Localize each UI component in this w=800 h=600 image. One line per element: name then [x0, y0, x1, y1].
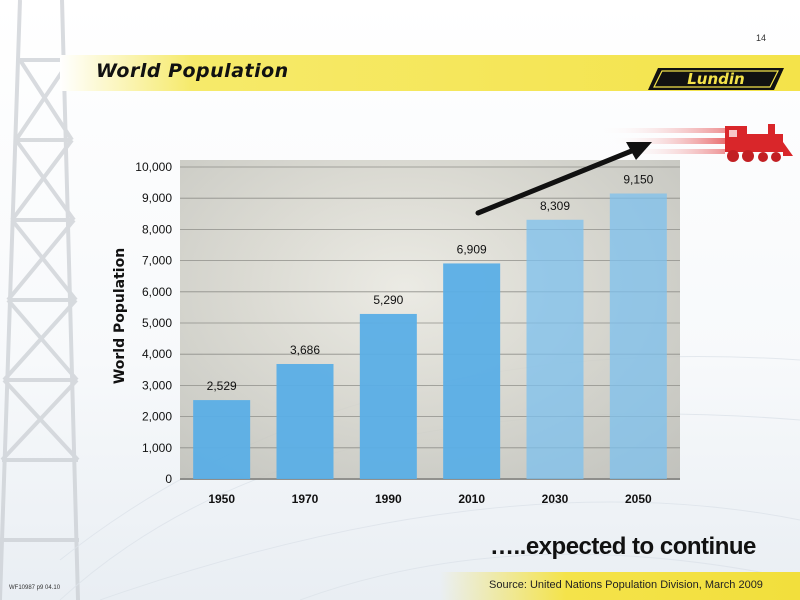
y-tick-label: 5,000 [142, 316, 172, 330]
growth-trend-arrow [475, 142, 652, 216]
y-tick-label: 10,000 [135, 160, 172, 174]
x-tick-label-2010: 2010 [458, 492, 485, 506]
data-label-2010: 6,909 [457, 242, 487, 256]
x-tick-label-1950: 1950 [208, 492, 235, 506]
data-label-1950: 2,529 [207, 379, 237, 393]
bar-2010 [443, 263, 501, 479]
y-tick-label: 1,000 [142, 441, 172, 455]
plot-background-photo [180, 160, 680, 480]
lundin-logo: Lundin [648, 68, 784, 90]
slide-number: 14 [755, 33, 766, 43]
source-note: Source: United Nations Population Divisi… [489, 579, 763, 591]
bar-1970 [276, 363, 334, 479]
bar-2030 [526, 219, 584, 479]
data-label-1970: 3,686 [290, 343, 320, 357]
x-tick-label-2050: 2050 [625, 492, 652, 506]
footer-band [440, 572, 800, 600]
y-tick-label: 6,000 [142, 285, 172, 299]
slide-title: World Population [96, 60, 289, 82]
bar-1950 [193, 400, 251, 479]
x-tick-label-1990: 1990 [375, 492, 402, 506]
y-tick-label: 9,000 [142, 191, 172, 205]
speed-train-icon [600, 124, 793, 162]
y-tick-label: 3,000 [142, 378, 172, 392]
expected-to-continue-caption: …..expected to continue [490, 533, 756, 560]
y-tick-label: 7,000 [142, 254, 172, 268]
bar-2050 [609, 193, 667, 479]
document-reference: WF10987 p9 04.10 [9, 585, 61, 591]
x-tick-label-2030: 2030 [542, 492, 569, 506]
bar-1990 [359, 313, 417, 479]
x-tick-label-1970: 1970 [292, 492, 319, 506]
data-label-2050: 9,150 [623, 173, 653, 187]
y-tick-label: 4,000 [142, 347, 172, 361]
logo-text: Lundin [687, 70, 744, 88]
y-axis-title: World Population [112, 248, 128, 384]
y-tick-label: 0 [165, 472, 172, 486]
data-label-1990: 5,290 [373, 293, 403, 307]
data-label-2030: 8,309 [540, 199, 570, 213]
y-tick-label: 8,000 [142, 222, 172, 236]
y-tick-label: 2,000 [142, 410, 172, 424]
